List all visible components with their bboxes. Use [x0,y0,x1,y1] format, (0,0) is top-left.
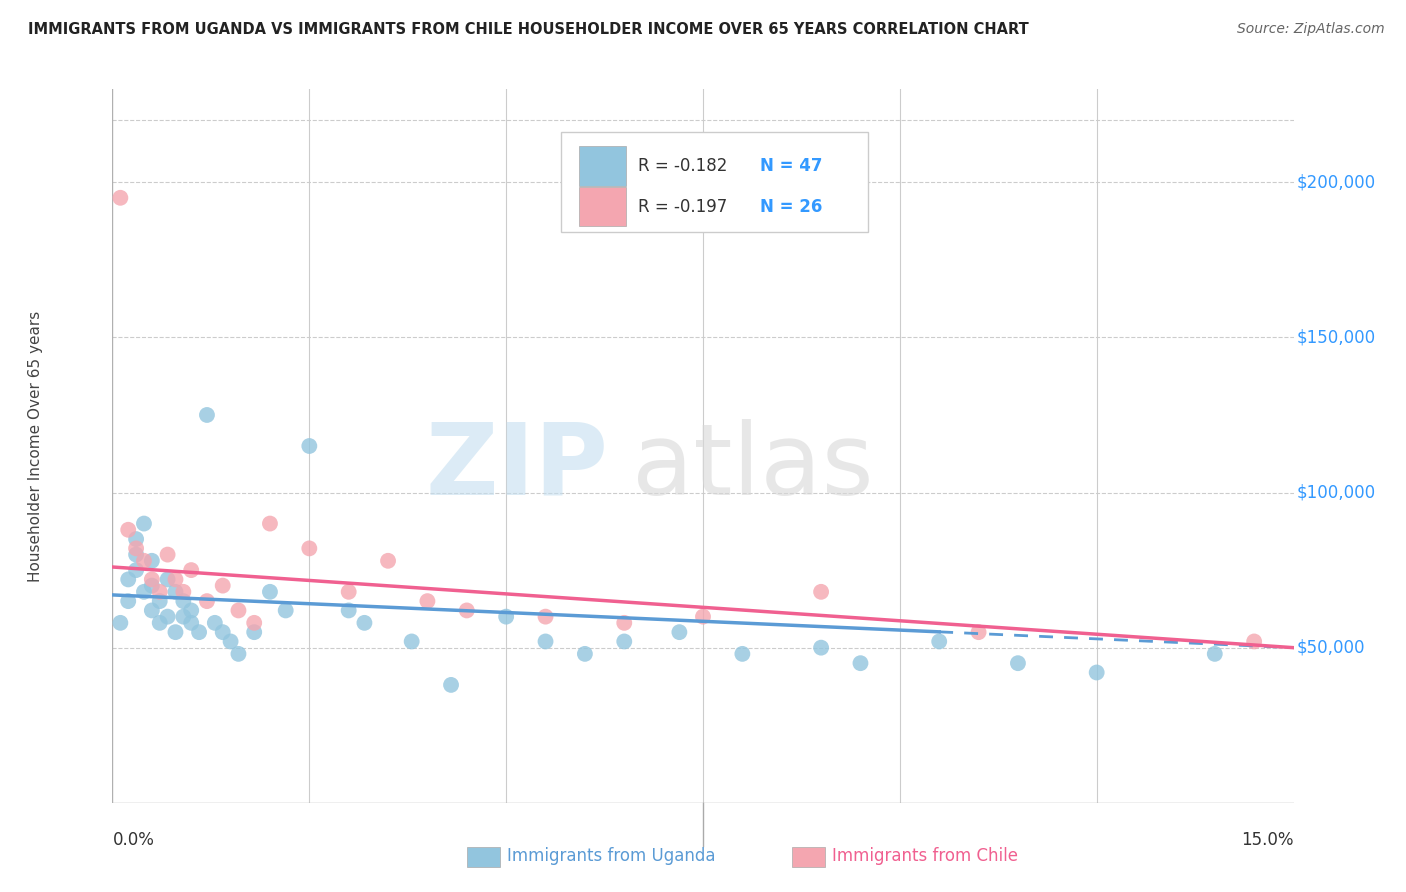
Text: Immigrants from Uganda: Immigrants from Uganda [508,847,716,865]
Point [228,603,250,617]
Point [180,615,202,630]
Point [613,615,636,630]
Point [298,541,321,556]
Point [211,579,233,593]
Point [165,584,187,599]
Point [668,625,690,640]
Point [165,573,187,587]
Point [156,573,179,587]
Text: R = -0.182: R = -0.182 [638,157,727,175]
Point [110,191,132,205]
Point [928,634,950,648]
Point [243,615,266,630]
Point [1204,647,1226,661]
Point [298,439,321,453]
Point [125,532,148,546]
Text: R = -0.197: R = -0.197 [638,198,727,216]
Point [195,408,218,422]
Point [125,563,148,577]
Point [534,634,557,648]
FancyBboxPatch shape [561,132,869,232]
Text: $200,000: $200,000 [1298,173,1376,191]
Point [416,594,439,608]
Point [228,647,250,661]
Point [180,563,202,577]
Point [141,579,163,593]
Point [810,584,832,599]
Point [613,634,636,648]
Text: $150,000: $150,000 [1298,328,1376,346]
Point [337,584,360,599]
FancyBboxPatch shape [579,146,626,186]
Point [188,625,211,640]
Text: Householder Income Over 65 years: Householder Income Over 65 years [28,310,44,582]
Text: Immigrants from Chile: Immigrants from Chile [832,847,1018,865]
Text: $100,000: $100,000 [1298,483,1376,501]
Point [1243,634,1265,648]
Point [495,609,517,624]
Point [125,541,148,556]
Point [440,678,463,692]
Text: ZIP: ZIP [426,419,609,516]
Text: IMMIGRANTS FROM UGANDA VS IMMIGRANTS FROM CHILE HOUSEHOLDER INCOME OVER 65 YEARS: IMMIGRANTS FROM UGANDA VS IMMIGRANTS FRO… [28,22,1029,37]
Point [132,516,155,531]
Point [117,573,139,587]
Point [180,603,202,617]
Point [259,584,281,599]
Point [132,584,155,599]
Point [810,640,832,655]
Point [1085,665,1108,680]
Point [259,516,281,531]
Point [353,615,375,630]
Point [574,647,596,661]
Point [117,594,139,608]
Point [141,603,163,617]
Point [110,615,132,630]
Text: atlas: atlas [633,419,873,516]
FancyBboxPatch shape [467,847,501,867]
Text: 15.0%: 15.0% [1241,831,1294,849]
Point [1007,656,1029,670]
FancyBboxPatch shape [579,187,626,227]
Point [967,625,990,640]
Point [195,594,218,608]
Point [534,609,557,624]
Point [243,625,266,640]
Point [172,609,194,624]
Point [172,594,194,608]
Point [172,584,194,599]
Point [165,625,187,640]
Point [141,573,163,587]
Text: Source: ZipAtlas.com: Source: ZipAtlas.com [1237,22,1385,37]
Point [219,634,242,648]
Point [149,615,172,630]
Point [156,609,179,624]
Point [156,548,179,562]
Point [731,647,754,661]
Text: N = 47: N = 47 [759,157,823,175]
Point [141,554,163,568]
Point [211,625,233,640]
Point [149,594,172,608]
Point [692,609,714,624]
Text: N = 26: N = 26 [759,198,823,216]
Point [849,656,872,670]
Text: $50,000: $50,000 [1298,639,1365,657]
FancyBboxPatch shape [792,847,825,867]
Text: 0.0%: 0.0% [112,831,155,849]
Point [204,615,226,630]
Point [149,584,172,599]
Point [117,523,139,537]
Point [377,554,399,568]
Point [125,548,148,562]
Point [337,603,360,617]
Point [401,634,423,648]
Point [456,603,478,617]
Point [274,603,297,617]
Point [132,554,155,568]
